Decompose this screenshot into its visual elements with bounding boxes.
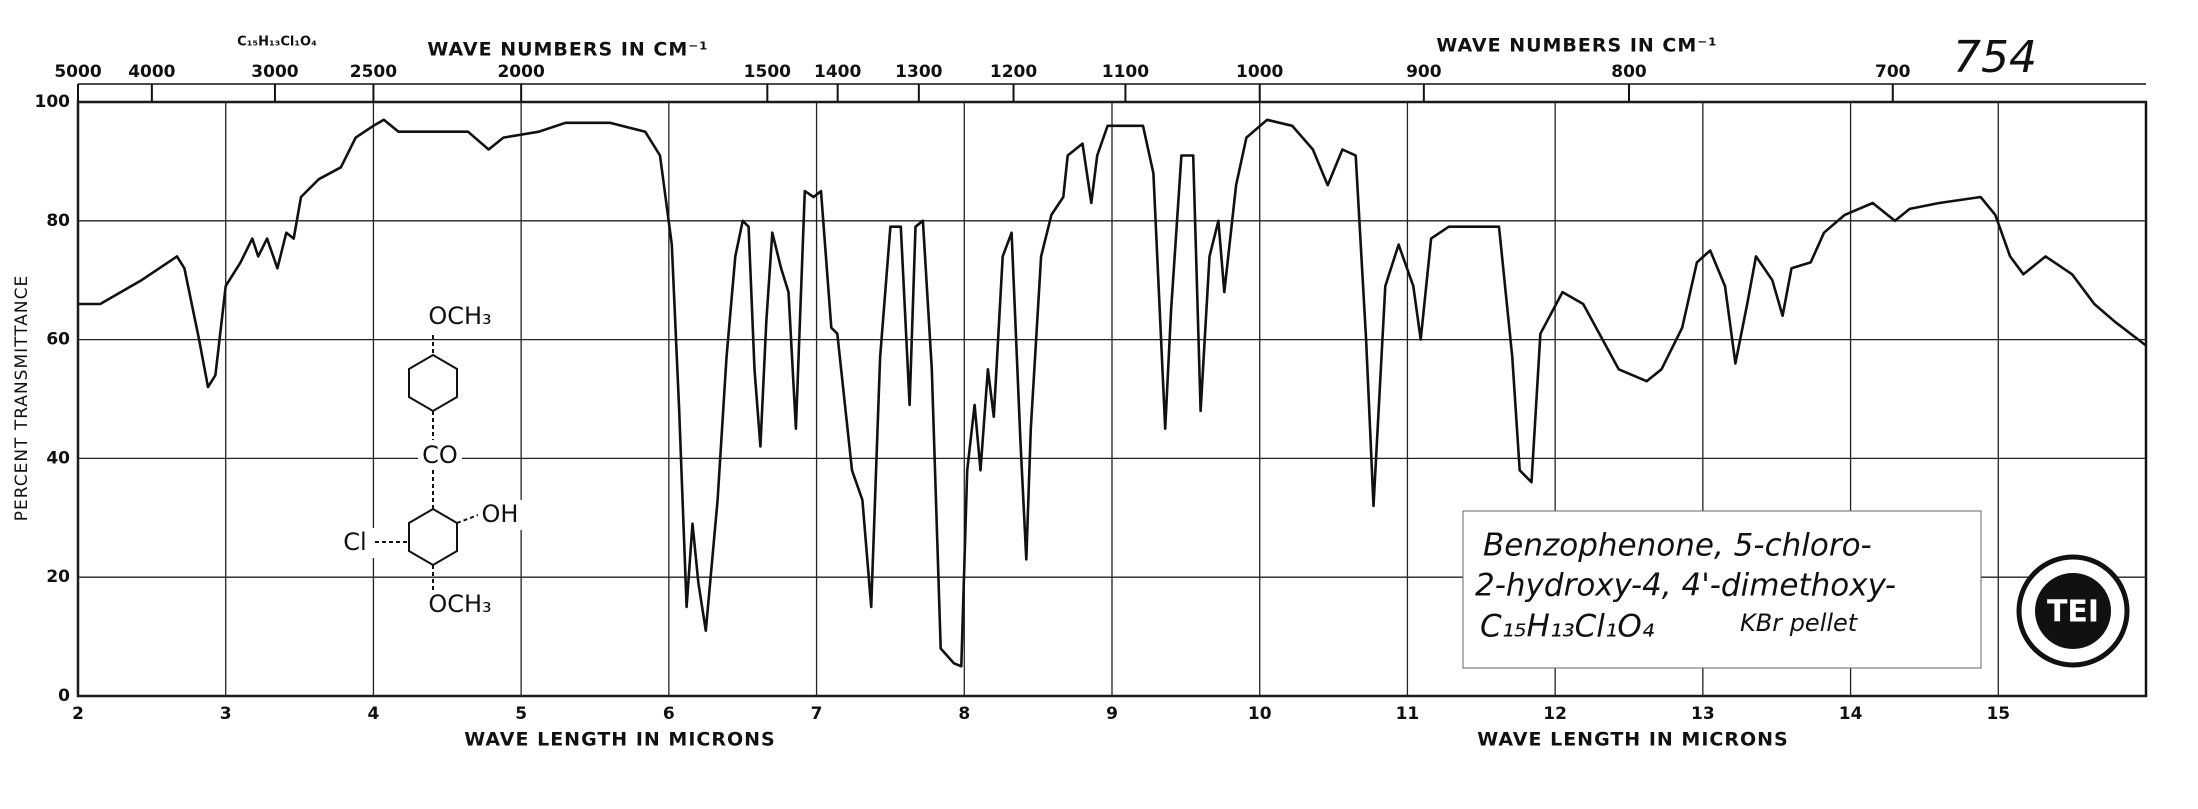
structure-label: CO: [422, 441, 458, 469]
x-axis-title: WAVE LENGTH IN MICRONS: [1477, 729, 1788, 751]
y-tick-label: 80: [46, 211, 70, 231]
y-tick-label: 20: [46, 567, 70, 587]
label-bg: [335, 528, 375, 558]
y-tick-label: 0: [58, 686, 70, 706]
x2-tick-label: 3000: [251, 62, 298, 82]
sample-prep: KBr pellet: [1740, 609, 1859, 637]
y-axis-title: PERCENT TRANSMITTANCE: [12, 275, 32, 522]
label-bg: [418, 590, 498, 620]
label-bg: [430, 300, 510, 330]
x2-tick-label: 1200: [990, 62, 1037, 82]
structure-label: OH: [482, 500, 519, 528]
spectrum-number: 754: [1953, 32, 2037, 83]
x-tick-label: 4: [368, 704, 380, 724]
structure-label: OCH₃: [428, 590, 491, 618]
x2-tick-label: 2500: [350, 62, 397, 82]
x2-tick-label: 1300: [895, 62, 942, 82]
spectrum-line: [78, 118, 2147, 668]
x-tick-label: 12: [1543, 704, 1567, 724]
logo: [2035, 573, 2111, 649]
structure-label: Cl: [343, 528, 366, 556]
x-tick-label: 5: [515, 704, 527, 724]
compound-name: 2-hydroxy-4, 4'-dimethoxy-: [1475, 568, 1896, 604]
x-tick-label: 9: [1106, 704, 1118, 724]
x-tick-label: 13: [1691, 704, 1715, 724]
label-bg: [478, 500, 524, 530]
annotation-box: [1462, 510, 1982, 669]
x-tick-label: 10: [1248, 704, 1272, 724]
x2-tick-label: 1400: [814, 62, 861, 82]
x-tick-label: 6: [663, 704, 675, 724]
y-tick-label: 100: [35, 92, 71, 112]
structure: [375, 335, 479, 590]
structure-label: OCH₃: [428, 302, 491, 330]
top-formula: C₁₅H₁₃Cl₁O₄: [237, 35, 317, 50]
y-tick-label: 40: [46, 448, 70, 468]
x2-tick-label: 1100: [1102, 62, 1149, 82]
x2-axis-title: WAVE NUMBERS IN CM⁻¹: [1436, 35, 1717, 57]
x2-tick-label: 5000: [54, 62, 101, 82]
x-tick-label: 7: [811, 704, 823, 724]
formula: C₁₅H₁₃Cl₁O₄: [1480, 609, 1655, 645]
x-tick-label: 3: [220, 704, 232, 724]
x2-tick-label: 2000: [497, 62, 544, 82]
x-tick-label: 15: [1986, 704, 2010, 724]
x-tick-label: 2: [72, 704, 84, 724]
label-bg: [418, 440, 462, 470]
x2-tick-label: 800: [1611, 62, 1647, 82]
x2-tick-label: 700: [1875, 62, 1911, 82]
x2-tick-label: 4000: [128, 62, 175, 82]
x-tick-label: 14: [1839, 704, 1863, 724]
bond: [456, 514, 479, 524]
x2-tick-label: 1500: [744, 62, 791, 82]
x2-tick-label: 900: [1406, 62, 1442, 82]
x-tick-label: 11: [1396, 704, 1420, 724]
compound-name: Benzophenone, 5-chloro-: [1483, 528, 1872, 564]
x2-axis-title: WAVE NUMBERS IN CM⁻¹: [427, 39, 708, 61]
logo-text: TEI: [2047, 595, 2099, 630]
x-tick-label: 8: [958, 704, 970, 724]
y-tick-label: 60: [46, 330, 70, 350]
x2-tick-label: 1000: [1236, 62, 1283, 82]
x-axis-title: WAVE LENGTH IN MICRONS: [464, 729, 775, 751]
